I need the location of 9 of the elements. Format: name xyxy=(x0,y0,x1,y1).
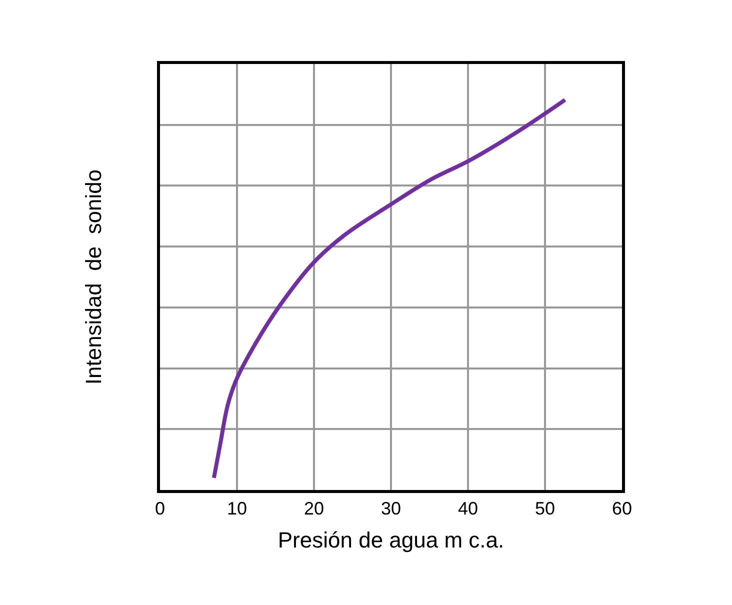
x-tick-label: 0 xyxy=(154,498,166,519)
x-tick-label: 40 xyxy=(458,498,478,519)
y-axis-title: Intensidad de sonido xyxy=(80,169,106,385)
x-tick-label: 30 xyxy=(380,498,402,519)
x-tick-label: 60 xyxy=(612,498,632,519)
x-tick-label: 20 xyxy=(304,498,324,519)
x-axis-title: Presión de agua m c.a. xyxy=(278,528,504,552)
x-tick-label: 10 xyxy=(226,498,248,519)
x-tick-label: 50 xyxy=(534,498,556,519)
